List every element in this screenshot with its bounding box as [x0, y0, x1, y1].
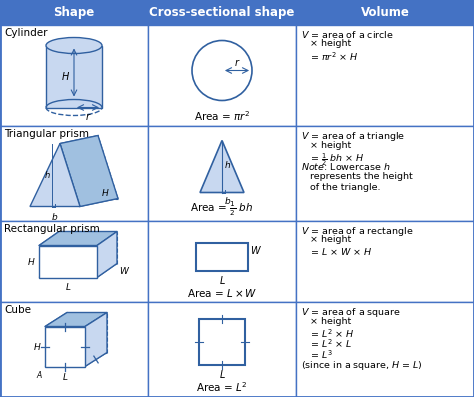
- Text: $V$ = area of a circle: $V$ = area of a circle: [301, 29, 394, 40]
- Text: $V$ = area of a rectangle: $V$ = area of a rectangle: [301, 225, 413, 238]
- Text: $H$: $H$: [101, 187, 109, 198]
- Text: Triangular prism: Triangular prism: [4, 129, 89, 139]
- Text: × height: × height: [301, 316, 351, 326]
- Text: = $L$ × $W$ × $H$: = $L$ × $W$ × $H$: [301, 246, 373, 257]
- Text: × height: × height: [301, 235, 351, 245]
- Text: (since in a square, $H$ = $L$): (since in a square, $H$ = $L$): [301, 358, 423, 372]
- Ellipse shape: [46, 37, 102, 54]
- Bar: [0, 221, 148, 302]
- Polygon shape: [45, 326, 85, 366]
- Bar: [0, 0, 474, 25]
- Bar: [199, 318, 245, 364]
- Polygon shape: [30, 143, 80, 206]
- Text: $W$: $W$: [250, 243, 262, 256]
- Text: $H$: $H$: [61, 71, 70, 83]
- Text: $b$: $b$: [224, 195, 231, 206]
- Bar: [148, 221, 296, 302]
- Text: of the triangle.: of the triangle.: [301, 183, 381, 191]
- Text: $L$: $L$: [65, 281, 71, 293]
- Text: = $\frac{1}{2}$ $bh$ × $H$: = $\frac{1}{2}$ $bh$ × $H$: [301, 151, 365, 168]
- Text: = $L^3$: = $L^3$: [301, 348, 333, 360]
- Text: Shape: Shape: [54, 6, 95, 19]
- Text: $H$: $H$: [34, 341, 42, 352]
- Polygon shape: [39, 231, 117, 245]
- Text: $b$: $b$: [51, 212, 59, 222]
- Text: represents the height: represents the height: [301, 172, 413, 181]
- Text: $L$: $L$: [219, 274, 226, 285]
- Bar: [148, 25, 296, 126]
- Text: Volume: Volume: [361, 6, 410, 19]
- Text: $L$: $L$: [219, 368, 226, 380]
- Polygon shape: [39, 245, 97, 278]
- Text: Rectangular prism: Rectangular prism: [4, 224, 100, 234]
- Text: Cylinder: Cylinder: [4, 28, 47, 38]
- Text: $V$ = area of a square: $V$ = area of a square: [301, 306, 401, 319]
- Bar: [196, 243, 248, 270]
- Bar: [296, 302, 474, 397]
- Text: $H$: $H$: [27, 256, 36, 267]
- Text: = $L^2$ × $H$: = $L^2$ × $H$: [301, 327, 355, 339]
- Bar: [0, 302, 148, 397]
- Text: $h$: $h$: [44, 170, 51, 181]
- Text: $A$: $A$: [36, 368, 43, 380]
- Text: Cross-sectional shape: Cross-sectional shape: [149, 6, 295, 19]
- Text: = $L^2$ × $L$: = $L^2$ × $L$: [301, 337, 352, 350]
- Text: Cube: Cube: [4, 305, 31, 315]
- Polygon shape: [200, 141, 244, 193]
- Text: $r$: $r$: [234, 58, 240, 69]
- Bar: [148, 126, 296, 221]
- Text: $V$ = area of a triangle: $V$ = area of a triangle: [301, 130, 405, 143]
- Text: Area = $L \times W$: Area = $L \times W$: [187, 287, 257, 299]
- Bar: [296, 221, 474, 302]
- Polygon shape: [45, 312, 107, 326]
- Text: $r$: $r$: [85, 110, 91, 121]
- Text: = $\pi r^2$ × $H$: = $\pi r^2$ × $H$: [301, 50, 359, 63]
- Polygon shape: [60, 135, 118, 206]
- Text: $Note$: Lowercase $h$: $Note$: Lowercase $h$: [301, 162, 391, 173]
- Bar: [0, 25, 148, 126]
- Text: Area = $\pi r^2$: Area = $\pi r^2$: [194, 109, 250, 123]
- Polygon shape: [85, 312, 107, 366]
- Text: × height: × height: [301, 141, 351, 150]
- Text: × height: × height: [301, 39, 351, 48]
- Text: Area = $\frac{1}{2}$ $bh$: Area = $\frac{1}{2}$ $bh$: [191, 200, 254, 218]
- Bar: [0, 126, 148, 221]
- Text: $h$: $h$: [224, 159, 231, 170]
- Text: $L$: $L$: [62, 370, 68, 382]
- Bar: [296, 25, 474, 126]
- Text: Area = $L^2$: Area = $L^2$: [196, 380, 248, 394]
- Bar: [148, 302, 296, 397]
- Text: $W$: $W$: [119, 266, 130, 276]
- Bar: [296, 126, 474, 221]
- Circle shape: [192, 40, 252, 100]
- Polygon shape: [97, 231, 117, 278]
- Polygon shape: [46, 46, 102, 108]
